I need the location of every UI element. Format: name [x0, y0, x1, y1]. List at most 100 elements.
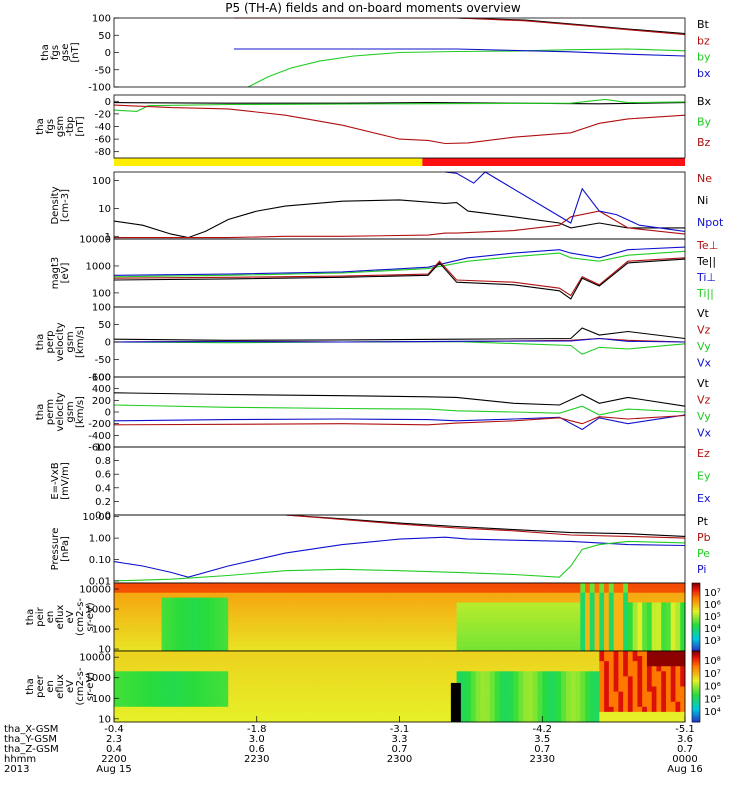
heatmap-cell — [489, 711, 496, 718]
heatmap-cell — [152, 716, 158, 723]
heatmap-cell — [175, 626, 182, 632]
heatmap-cell — [489, 686, 496, 692]
y-axis-label-line: perm — [45, 399, 56, 425]
heatmap-cell — [118, 646, 124, 652]
heatmap-cell — [675, 661, 681, 667]
series-Vt — [113, 327, 686, 341]
heatmap-cell — [394, 656, 400, 662]
heatmap-cell — [508, 631, 515, 637]
y-tick-label: 1000 — [86, 261, 111, 272]
heatmap-cell — [670, 691, 676, 698]
heatmap-cell — [351, 607, 358, 613]
heatmap-cell — [589, 701, 595, 708]
heatmap-cell — [370, 671, 377, 677]
heatmap-cell — [128, 617, 134, 623]
heatmap-cell — [646, 696, 653, 703]
heatmap-cell — [547, 597, 553, 603]
heatmap-cell — [213, 626, 220, 632]
heatmap-cell — [451, 641, 457, 647]
heatmap-cell — [665, 691, 672, 698]
heatmap-cell — [223, 651, 229, 657]
heatmap-cell — [266, 691, 272, 698]
heatmap-cell — [304, 646, 310, 652]
heatmap-cell — [218, 631, 224, 637]
heatmap-cell — [304, 636, 310, 642]
heatmap-cell — [190, 706, 196, 713]
y-axis-label: Density [cm-3] — [50, 186, 71, 224]
heatmap-cell — [642, 681, 648, 687]
heatmap-cell — [423, 676, 429, 682]
heatmap-cell — [527, 621, 534, 628]
heatmap-cell — [123, 646, 129, 652]
heatmap-cell — [161, 626, 167, 632]
heatmap-cell — [380, 716, 386, 723]
heatmap-cell — [232, 686, 239, 692]
heatmap-cell — [356, 696, 362, 703]
heatmap-cell — [152, 676, 158, 682]
heatmap-cell — [290, 676, 296, 682]
heatmap-cell — [613, 646, 619, 652]
heatmap-cell — [523, 661, 529, 667]
heatmap-cell — [499, 621, 505, 628]
heatmap-cell — [537, 626, 543, 632]
colorbar-tick-label: 10³ — [704, 636, 721, 647]
y-tick-label: 100 — [92, 176, 111, 187]
heatmap-cell — [556, 636, 562, 642]
heatmap-cell — [451, 656, 457, 662]
heatmap-cell — [275, 666, 281, 672]
heatmap-cell — [347, 592, 353, 598]
heatmap-cell — [447, 636, 453, 642]
heatmap-cell — [504, 706, 510, 713]
heatmap-cell — [166, 597, 172, 603]
heatmap-cell — [337, 716, 343, 723]
heatmap-cell — [323, 661, 329, 667]
heatmap-cell — [613, 641, 619, 647]
heatmap-cell — [428, 597, 434, 603]
heatmap-cell — [347, 681, 353, 687]
y-axis-label-line: eV — [65, 610, 76, 623]
heatmap-cell — [604, 656, 610, 662]
heatmap-cell — [466, 701, 472, 708]
heatmap-cell — [432, 711, 438, 718]
heatmap-cell — [242, 666, 248, 672]
heatmap-cell — [504, 583, 510, 589]
heatmap-cell — [461, 701, 467, 708]
heatmap-cell — [627, 602, 634, 608]
heatmap-cell — [580, 646, 586, 652]
heatmap-cell — [394, 701, 400, 708]
heatmap-cell — [665, 583, 672, 589]
heatmap-cell — [399, 641, 405, 647]
heatmap-cell — [209, 661, 215, 667]
heatmap-cell — [523, 711, 529, 718]
heatmap-cell — [575, 621, 581, 628]
heatmap-cell — [156, 651, 162, 657]
heatmap-cell — [589, 666, 595, 672]
heatmap-cell — [475, 666, 481, 672]
heatmap-cell — [475, 626, 481, 632]
heatmap-cell — [318, 666, 324, 672]
y-axis-label-line: Density — [50, 186, 61, 224]
heatmap-cell — [337, 686, 343, 692]
heatmap-cell — [537, 607, 543, 613]
heatmap-cell — [513, 617, 519, 623]
heatmap-cell — [175, 661, 182, 667]
heatmap-cell — [413, 636, 419, 642]
heatmap-cell — [194, 691, 201, 698]
heatmap-cell — [142, 706, 148, 713]
heatmap-cell — [523, 597, 529, 603]
legend-label: Vz — [697, 324, 711, 337]
heatmap-cell — [309, 631, 315, 637]
heatmap-cell — [418, 686, 424, 692]
heatmap-cell — [290, 646, 296, 652]
heatmap-cell — [161, 651, 167, 657]
heatmap-cell — [551, 656, 557, 662]
heatmap-cell — [518, 666, 524, 672]
series-Ni — [113, 199, 685, 239]
heatmap-cell — [247, 716, 253, 723]
y-axis-label-line: gse — [60, 44, 71, 62]
heatmap-cell — [114, 636, 120, 642]
heatmap-cell — [661, 706, 667, 713]
heatmap-cell — [670, 641, 676, 647]
heatmap-cell — [166, 646, 172, 652]
heatmap-cell — [275, 631, 281, 637]
